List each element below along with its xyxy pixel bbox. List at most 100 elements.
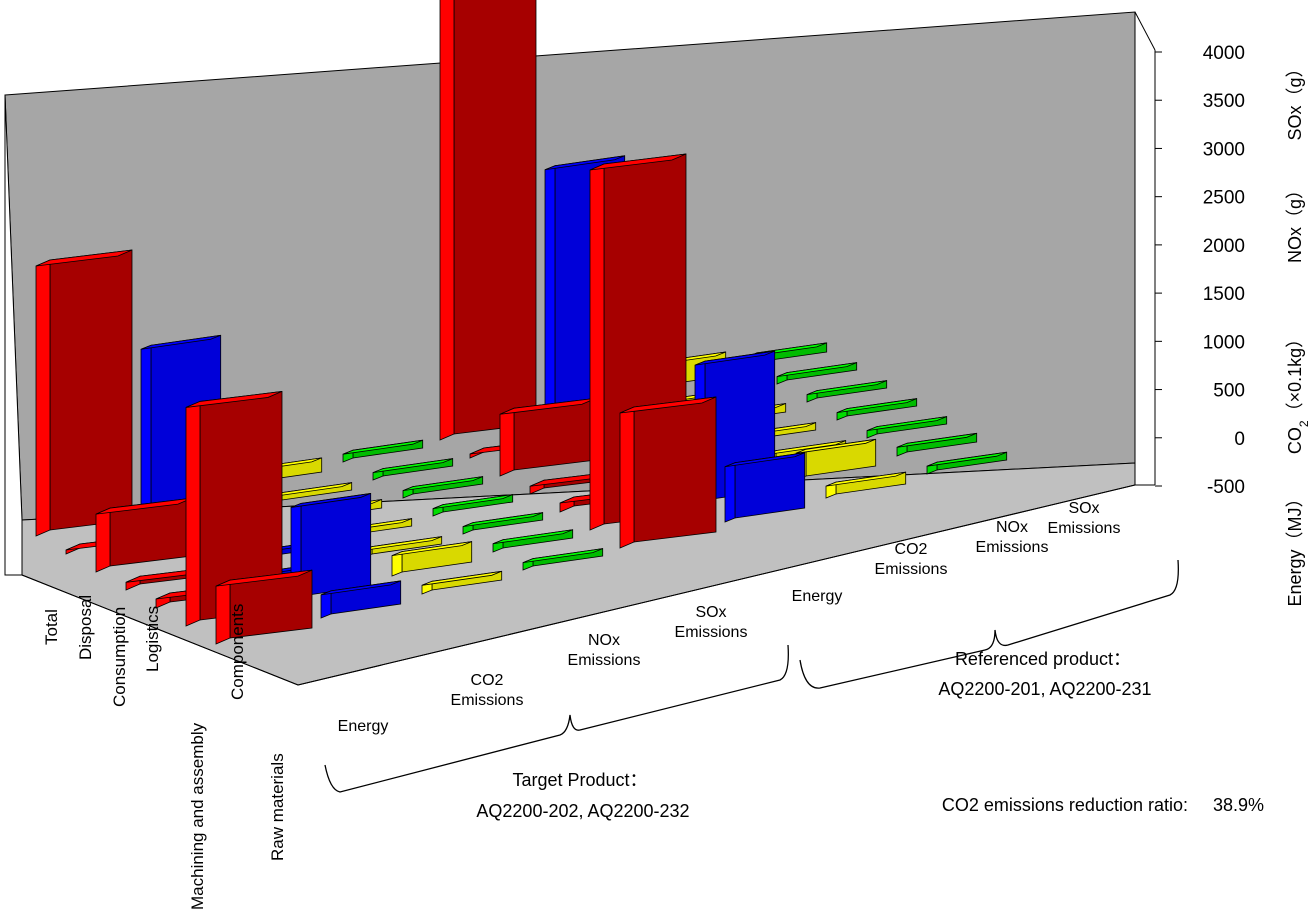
bar-target-disposal-m3 (372, 458, 454, 481)
target-brace (324, 644, 789, 793)
bars-layer (35, 0, 1008, 645)
bar-top-face (836, 398, 917, 413)
bar-top-face (619, 396, 717, 414)
stage-label: Total (42, 609, 61, 645)
bar-target-raw-materials-m1 (320, 580, 402, 619)
axis-title-energy: Energy（MJ） (1285, 489, 1305, 606)
z-tick-label: 2000 (1203, 236, 1245, 257)
bar-referenced-consumption-m3 (806, 380, 888, 403)
bar-top-face (926, 451, 1007, 467)
bar-referenced-raw-materials-m0 (619, 396, 717, 549)
bar-side-face (544, 165, 556, 415)
bar-side-face (185, 400, 201, 627)
bar-target-raw-materials-m3 (522, 548, 604, 571)
reduction-ratio-label: CO2 emissions reduction ratio: (942, 795, 1188, 815)
bar-referenced-raw-materials-m3 (926, 451, 1008, 475)
metric-label: SOx (695, 604, 726, 621)
bar-top-face (421, 570, 502, 586)
bar-front-face (453, 0, 537, 435)
bar-target-total-m0 (35, 249, 133, 537)
stage-label: Machining and assembly (188, 722, 207, 910)
metric-label-line2: Emissions (451, 692, 524, 709)
axis-title-nox: NOx（g） (1285, 181, 1305, 263)
metric-label: Energy (792, 588, 843, 605)
bar-side-face (140, 344, 152, 511)
bar-top-face (795, 438, 876, 454)
bar-top-face (290, 493, 371, 508)
metric-label-line2: Emissions (976, 539, 1049, 556)
bar-side-face (619, 406, 635, 549)
referenced-brace (799, 559, 1179, 689)
axis-title-co2: CO2（×0.1kg） (1285, 330, 1311, 454)
bar-top-face (391, 541, 472, 556)
bar-top-face (866, 416, 947, 431)
bar-top-face (402, 476, 483, 491)
bar-side-face (589, 163, 605, 531)
metric-label-line2: Emissions (1048, 520, 1121, 537)
bar-referenced-raw-materials-m2 (825, 471, 907, 499)
z-tick-label: -500 (1207, 477, 1245, 498)
bar-target-components-m3 (492, 529, 574, 553)
bar-top-face (724, 452, 805, 468)
z-tick-label: 2500 (1203, 188, 1245, 209)
bar-top-face (432, 494, 513, 509)
metric-label: Energy (338, 718, 389, 735)
metric-label: CO2 (471, 672, 504, 689)
metric-label-line2: Emissions (875, 561, 948, 578)
bar-side-face (95, 507, 111, 573)
bar-target-components-m2 (391, 541, 473, 577)
z-tick-label: 1000 (1203, 332, 1245, 353)
bar-top-face (462, 512, 543, 527)
floor-right-edge (297, 484, 1136, 686)
bar-referenced-consumption-m0 (499, 397, 597, 477)
bar-top-face (35, 249, 133, 267)
floor-front-edge (21, 574, 299, 686)
bar-referenced-machining-and-assembly-m3 (866, 416, 948, 439)
bar-top-face (185, 391, 283, 408)
bar-side-face (724, 462, 736, 523)
bar-referenced-components-m3 (896, 432, 978, 457)
stage-label: Disposal (76, 595, 95, 660)
bar-top-face (896, 432, 977, 448)
metric-label: CO2 (895, 541, 928, 558)
bar-top-face (342, 439, 423, 455)
metric-label-line2: Emissions (568, 652, 641, 669)
z-tick-label: 1500 (1203, 284, 1245, 305)
right-frame-top (1134, 11, 1156, 51)
bar-top-face (589, 153, 687, 171)
stage-label: Consumption (110, 607, 129, 707)
bar-referenced-disposal-m3 (776, 362, 858, 385)
bar-top-face (215, 569, 313, 587)
stage-label: Components (228, 604, 247, 700)
bar-top-face (776, 362, 857, 377)
stage-labels: Total Disposal Consumption Logistics Machini… (42, 595, 287, 910)
z-tick-label: 4000 (1203, 43, 1245, 64)
bar-top-face (140, 334, 221, 350)
bar-top-face (320, 580, 401, 596)
bar-target-total-m3 (342, 439, 424, 463)
bar-side-face (35, 259, 51, 537)
bar-top-face (492, 529, 573, 545)
bar-top-face (806, 380, 887, 395)
z-tick-label: 500 (1213, 381, 1245, 402)
bar-side-face (499, 407, 515, 477)
metric-label-line2: Emissions (675, 624, 748, 641)
bar-front-face (49, 249, 133, 531)
z-tick-label: 3500 (1203, 91, 1245, 112)
reduction-ratio-value: 38.9% (1213, 795, 1264, 815)
metric-label: SOx (1068, 500, 1099, 517)
bar-top-face (372, 458, 453, 473)
bar-target-consumption-m0 (95, 497, 193, 573)
target-product-label: Target Product： (512, 770, 647, 790)
bar-target-consumption-m3 (402, 476, 484, 499)
bar-referenced-logistics-m3 (836, 398, 918, 421)
bar-target-raw-materials-m0 (215, 569, 313, 645)
stage-label: Logistics (143, 606, 162, 672)
z-axis-ticks: 4000 3500 3000 2500 2000 1500 1000 500 0 -500 (1155, 43, 1245, 498)
bar-target-logistics-m3 (432, 494, 514, 517)
z-tick-label: 3000 (1203, 139, 1245, 160)
bar-top-face (522, 548, 603, 563)
bar-target-raw-materials-m2 (421, 570, 503, 595)
referenced-product-models: AQ2200-201, AQ2200-231 (938, 679, 1151, 699)
